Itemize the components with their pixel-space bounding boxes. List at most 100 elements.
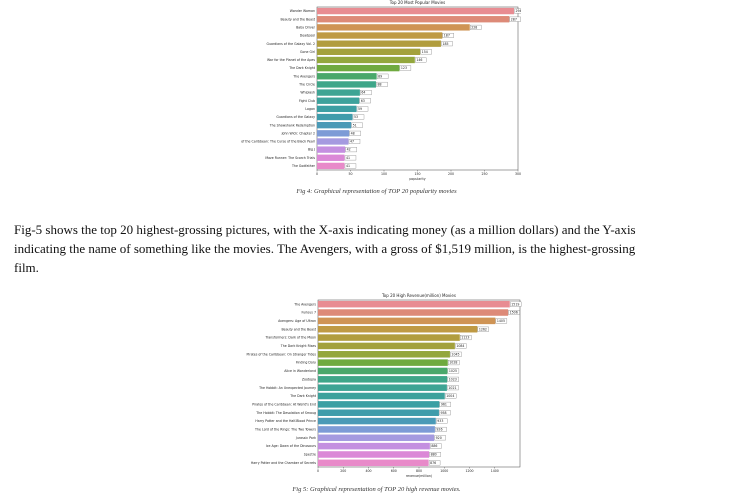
value-label: 48 [351,131,355,135]
x-tick-label: 400 [365,469,371,473]
bar [318,317,496,325]
bar [318,309,509,316]
bar [317,97,360,104]
value-label: 228 [471,25,477,29]
value-label-box [435,426,447,432]
figure-5-caption: Fig 5: Graphical representation of TOP 2… [292,486,461,493]
value-label: 53 [354,115,358,119]
figure-4-caption: Fig 4: Graphical representation of TOP 2… [296,188,457,195]
category-label: Big J [308,148,315,152]
value-label: 933 [437,419,443,423]
popularity-chart: Top 20 Most Popular Movies Wonder Woman 29… [241,0,521,181]
value-label-box [434,435,446,441]
chart-title: Top 20 Most Popular Movies [389,0,445,5]
category-label: Pirates of the Caribbean: On Stranger Ti… [247,352,317,356]
value-label-box [447,376,459,382]
category-label: Whiplash [300,91,315,95]
value-label-box [460,335,472,341]
category-label: The Dark Knight [288,66,316,70]
category-label: The Shawshank Redemption [269,123,315,127]
bar [318,300,510,308]
bar [317,138,349,145]
bar [318,367,448,375]
value-label: 63 [361,99,365,103]
category-label: Logan [305,107,315,111]
category-label: Jurassic Park [295,436,316,440]
x-tick-label: 100 [381,172,387,176]
value-label-box [439,401,451,407]
value-label-box [455,343,467,349]
value-label-box [448,360,460,366]
value-label-box [399,65,412,71]
value-label: 876 [430,461,436,465]
value-label: 287 [511,17,517,21]
revenue-chart: Top 20 High Revenue(million) Movies The A… [247,293,522,478]
value-label: 961 [441,402,447,406]
x-tick-label: 250 [481,172,487,176]
value-label: 187 [444,34,450,38]
value-label: 1084 [456,344,464,348]
value-label-box [376,73,389,79]
bar [317,162,345,170]
bar [318,351,450,358]
value-label: 1028 [449,361,457,365]
value-label: 1023 [449,377,457,381]
bar [318,325,478,333]
value-label-box [428,460,441,466]
value-label-box [509,16,521,22]
value-label: 1519 [511,302,519,306]
bar [318,401,440,408]
value-label: 41 [346,156,350,160]
category-label: Pirates of the Caribbean: At World's End [252,402,316,406]
value-label-box [439,410,451,416]
value-label: 1025 [449,369,457,373]
value-label: 89 [378,74,382,78]
value-label-box [415,57,427,63]
bar [317,89,360,96]
x-tick-label: 800 [416,469,422,473]
value-label-box [344,155,357,161]
body-paragraph: Fig-5 shows the top 20 highest-grossing … [14,220,738,277]
x-tick-label: 0 [316,172,318,176]
value-label-box [349,130,361,136]
category-label: The Hobbit: The Desolation of Smaug [255,411,316,415]
value-label: 880 [431,453,437,457]
bar [317,16,510,23]
value-label: 1405 [497,319,505,323]
category-label: Transformers: Dark of the Moon [265,336,316,340]
value-label-box [348,139,361,144]
bar [317,81,376,88]
category-label: Beauty and the Beast [281,327,316,331]
category-label: The Godfather [291,164,316,168]
value-label-box [442,33,454,38]
bar [318,434,435,442]
value-label: 926 [436,428,442,432]
value-label-box [420,49,432,55]
category-label: Wonder Woman [290,9,315,13]
value-label: 185 [442,42,448,46]
category-label: The Dark Knight Rises [280,344,317,348]
category-label: Pirates of the Caribbean: The Curse of t… [241,140,315,144]
plot-frame [317,299,521,468]
value-label: 1506 [510,311,518,315]
bar [318,451,430,458]
chart-title: Top 20 High Revenue(million) Movies [381,293,456,298]
category-label: Fight Club [299,99,315,103]
bar [317,64,400,72]
bar [318,376,448,383]
value-label-box [356,106,369,112]
value-label-box [447,368,460,374]
value-label-box [470,24,482,30]
bar [318,442,430,450]
bar [318,409,439,416]
value-label-box [441,41,453,47]
category-label: John Wick: Chapter 2 [281,131,315,135]
value-label: 41 [346,164,350,168]
value-label-box [359,98,371,104]
bar [318,417,436,425]
x-tick-label: 50 [348,172,352,176]
value-label-box [429,452,441,457]
category-label: The Circle [298,83,315,87]
bar [317,48,421,56]
category-label: Deadpool [300,34,315,38]
